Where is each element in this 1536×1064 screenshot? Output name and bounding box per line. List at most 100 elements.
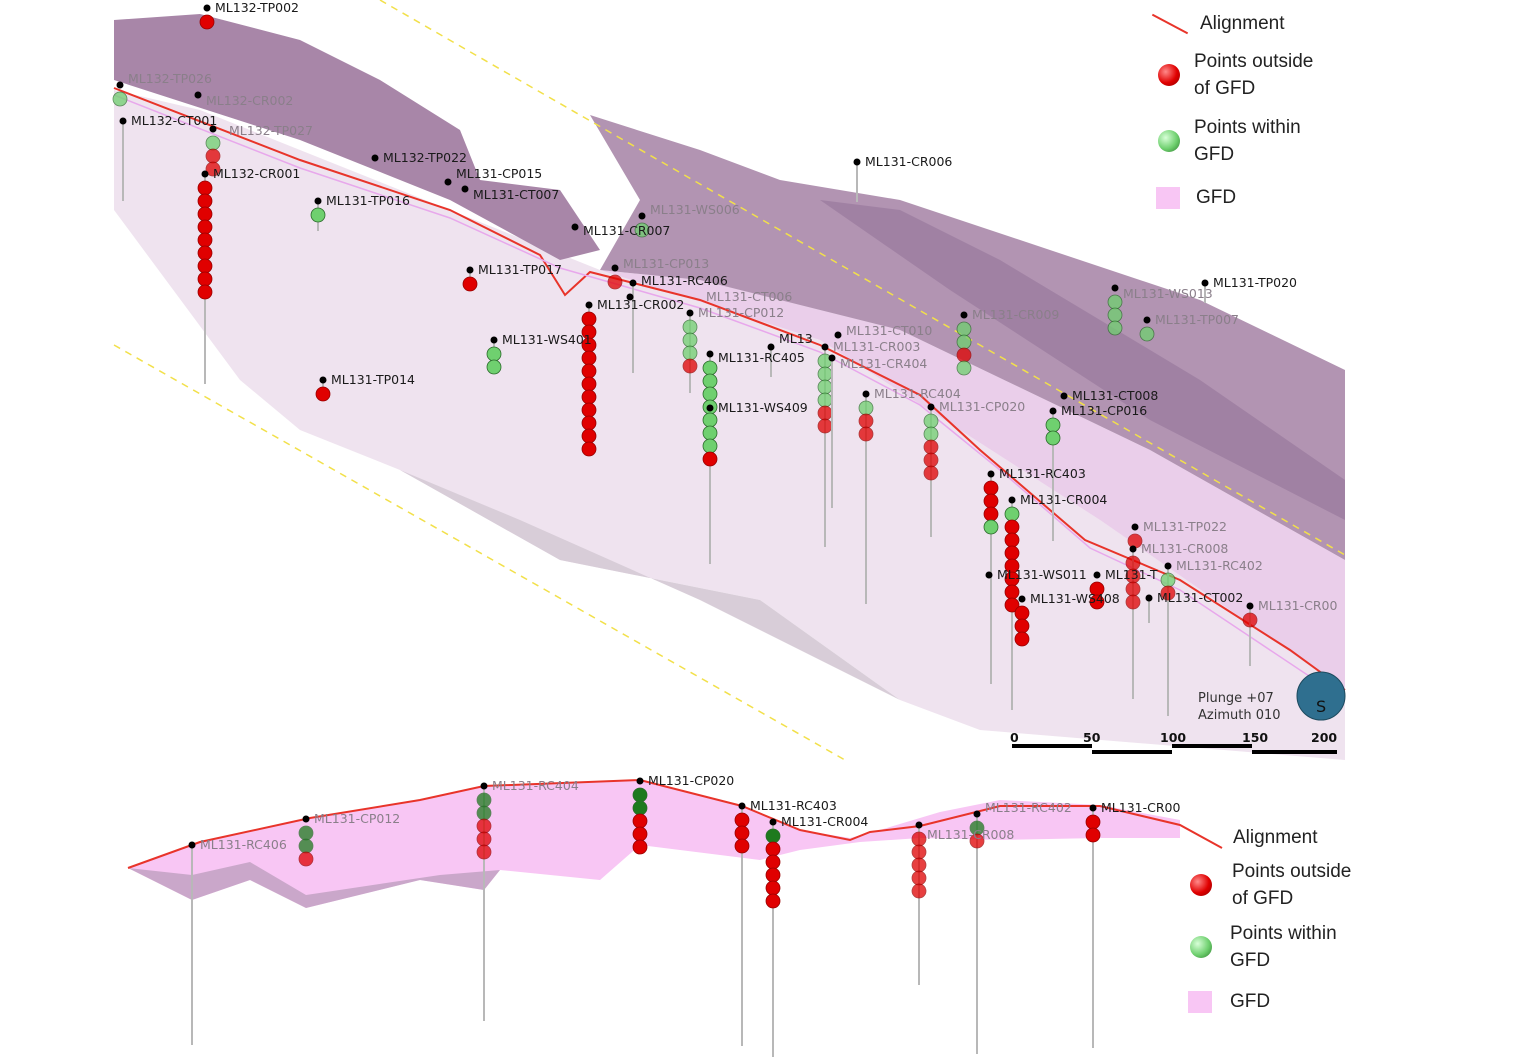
point-outside-gfd[interactable] <box>702 451 718 467</box>
point-within-gfd[interactable] <box>298 825 314 841</box>
drillhole-collar[interactable] <box>1018 595 1026 603</box>
drillhole-collar[interactable] <box>1111 284 1119 292</box>
drillhole-collar[interactable] <box>1129 545 1137 553</box>
point-outside-gfd[interactable] <box>476 831 492 847</box>
point-within-gfd[interactable] <box>632 800 648 816</box>
point-outside-gfd[interactable] <box>1004 584 1020 600</box>
point-outside-gfd[interactable] <box>632 826 648 842</box>
point-outside-gfd[interactable] <box>956 347 972 363</box>
point-within-gfd[interactable] <box>702 373 718 389</box>
point-within-gfd[interactable] <box>634 222 650 238</box>
point-within-gfd[interactable] <box>923 413 939 429</box>
point-outside-gfd[interactable] <box>197 219 213 235</box>
drillhole-collar[interactable] <box>767 343 775 351</box>
point-within-gfd[interactable] <box>682 319 698 335</box>
point-within-gfd[interactable] <box>956 334 972 350</box>
drillhole-collar[interactable] <box>915 821 923 829</box>
point-outside-gfd[interactable] <box>1014 618 1030 634</box>
point-within-gfd[interactable] <box>112 91 128 107</box>
point-outside-gfd[interactable] <box>462 276 478 292</box>
point-outside-gfd[interactable] <box>197 180 213 196</box>
point-outside-gfd[interactable] <box>199 14 215 30</box>
point-within-gfd[interactable] <box>1045 430 1061 446</box>
drillhole-collar[interactable] <box>862 390 870 398</box>
point-outside-gfd[interactable] <box>581 402 597 418</box>
drillhole-collar[interactable] <box>828 354 836 362</box>
drillhole-collar[interactable] <box>194 91 202 99</box>
point-outside-gfd[interactable] <box>983 480 999 496</box>
point-outside-gfd[interactable] <box>765 867 781 883</box>
point-outside-gfd[interactable] <box>1004 532 1020 548</box>
point-outside-gfd[interactable] <box>607 274 623 290</box>
point-outside-gfd[interactable] <box>476 844 492 860</box>
drillhole-collar[interactable] <box>444 178 452 186</box>
drillhole-collar[interactable] <box>1089 804 1097 812</box>
point-within-gfd[interactable] <box>1160 572 1176 588</box>
point-outside-gfd[interactable] <box>911 857 927 873</box>
point-outside-gfd[interactable] <box>817 418 833 434</box>
drillhole-collar[interactable] <box>480 782 488 790</box>
point-outside-gfd[interactable] <box>197 193 213 209</box>
drillhole-collar[interactable] <box>466 266 474 274</box>
point-within-gfd[interactable] <box>702 360 718 376</box>
point-outside-gfd[interactable] <box>911 844 927 860</box>
point-outside-gfd[interactable] <box>969 833 985 849</box>
point-outside-gfd[interactable] <box>197 284 213 300</box>
point-outside-gfd[interactable] <box>581 415 597 431</box>
point-outside-gfd[interactable] <box>1004 597 1020 613</box>
point-outside-gfd[interactable] <box>1125 581 1141 597</box>
drillhole-collar[interactable] <box>1164 562 1172 570</box>
drillhole-collar[interactable] <box>853 158 861 166</box>
point-outside-gfd[interactable] <box>734 812 750 828</box>
drillhole-collar[interactable] <box>461 185 469 193</box>
drillhole-collar[interactable] <box>302 815 310 823</box>
point-outside-gfd[interactable] <box>1127 533 1143 549</box>
point-within-gfd[interactable] <box>476 792 492 808</box>
point-within-gfd[interactable] <box>817 366 833 382</box>
point-outside-gfd[interactable] <box>581 350 597 366</box>
drillhole-collar[interactable] <box>490 336 498 344</box>
point-within-gfd[interactable] <box>702 386 718 402</box>
drillhole-collar[interactable] <box>1049 407 1057 415</box>
point-outside-gfd[interactable] <box>1085 814 1101 830</box>
point-outside-gfd[interactable] <box>632 839 648 855</box>
point-outside-gfd[interactable] <box>911 883 927 899</box>
point-within-gfd[interactable] <box>858 400 874 416</box>
drillhole-collar[interactable] <box>371 154 379 162</box>
point-outside-gfd[interactable] <box>765 841 781 857</box>
drillhole-collar[interactable] <box>638 212 646 220</box>
point-outside-gfd[interactable] <box>581 311 597 327</box>
point-within-gfd[interactable] <box>682 345 698 361</box>
point-within-gfd[interactable] <box>1139 326 1155 342</box>
point-outside-gfd[interactable] <box>923 439 939 455</box>
point-outside-gfd[interactable] <box>205 161 221 177</box>
point-within-gfd[interactable] <box>632 787 648 803</box>
drillhole-collar[interactable] <box>927 403 935 411</box>
point-outside-gfd[interactable] <box>682 358 698 374</box>
point-within-gfd[interactable] <box>702 425 718 441</box>
point-outside-gfd[interactable] <box>734 838 750 854</box>
point-outside-gfd[interactable] <box>923 452 939 468</box>
point-outside-gfd[interactable] <box>1089 594 1105 610</box>
drillhole-collar[interactable] <box>188 841 196 849</box>
drillhole-collar[interactable] <box>960 311 968 319</box>
point-within-gfd[interactable] <box>1107 307 1123 323</box>
point-outside-gfd[interactable] <box>581 376 597 392</box>
drillhole-collar[interactable] <box>1008 496 1016 504</box>
point-outside-gfd[interactable] <box>983 506 999 522</box>
point-outside-gfd[interactable] <box>858 413 874 429</box>
point-within-gfd[interactable] <box>476 805 492 821</box>
drillhole-collar[interactable] <box>629 279 637 287</box>
point-outside-gfd[interactable] <box>1014 605 1030 621</box>
point-within-gfd[interactable] <box>765 828 781 844</box>
drillhole-collar[interactable] <box>1131 523 1139 531</box>
drillhole-collar[interactable] <box>611 264 619 272</box>
point-outside-gfd[interactable] <box>1004 545 1020 561</box>
drillhole-collar[interactable] <box>1246 602 1254 610</box>
point-outside-gfd[interactable] <box>1160 585 1176 601</box>
point-within-gfd[interactable] <box>310 207 326 223</box>
point-outside-gfd[interactable] <box>734 825 750 841</box>
drillhole-collar[interactable] <box>821 343 829 351</box>
point-outside-gfd[interactable] <box>983 493 999 509</box>
drillhole-collar[interactable] <box>203 4 211 12</box>
